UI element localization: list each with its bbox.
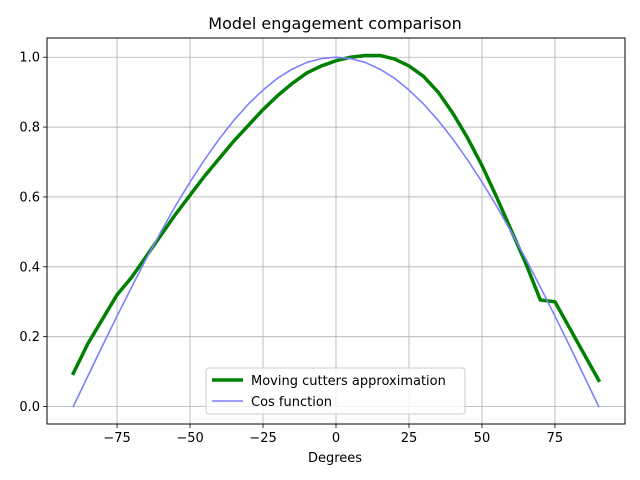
x-tick-label: 75 xyxy=(547,431,564,446)
y-tick-label: 0.4 xyxy=(19,260,40,275)
x-tick-label: 25 xyxy=(401,431,418,446)
chart-title: Model engagement comparison xyxy=(208,14,461,33)
x-tick-label: −50 xyxy=(176,431,203,446)
y-axis: 0.0 0.2 0.4 0.6 0.8 1.0 xyxy=(19,51,47,415)
y-tick-label: 0.8 xyxy=(19,121,40,136)
series-moving-cutters-line xyxy=(70,53,602,383)
x-tick-label: −75 xyxy=(103,431,130,446)
y-tick-label: 1.0 xyxy=(19,51,40,66)
legend: Moving cutters approximation Cos functio… xyxy=(205,367,466,415)
x-axis: −75 −50 −25 0 25 50 75 xyxy=(103,424,563,446)
x-tick-label: −25 xyxy=(249,431,276,446)
y-tick-label: 0.6 xyxy=(19,190,40,205)
x-tick-label: 0 xyxy=(332,431,340,446)
x-tick-label: 50 xyxy=(474,431,491,446)
series-layer xyxy=(70,53,602,408)
x-axis-label: Degrees xyxy=(308,451,362,466)
y-tick-label: 0.2 xyxy=(19,330,40,345)
series-cos-line xyxy=(72,56,600,408)
legend-label-moving-cutters: Moving cutters approximation xyxy=(251,374,446,389)
legend-box xyxy=(205,367,466,415)
y-tick-label: 0.0 xyxy=(19,400,40,415)
legend-label-cos: Cos function xyxy=(251,395,332,410)
